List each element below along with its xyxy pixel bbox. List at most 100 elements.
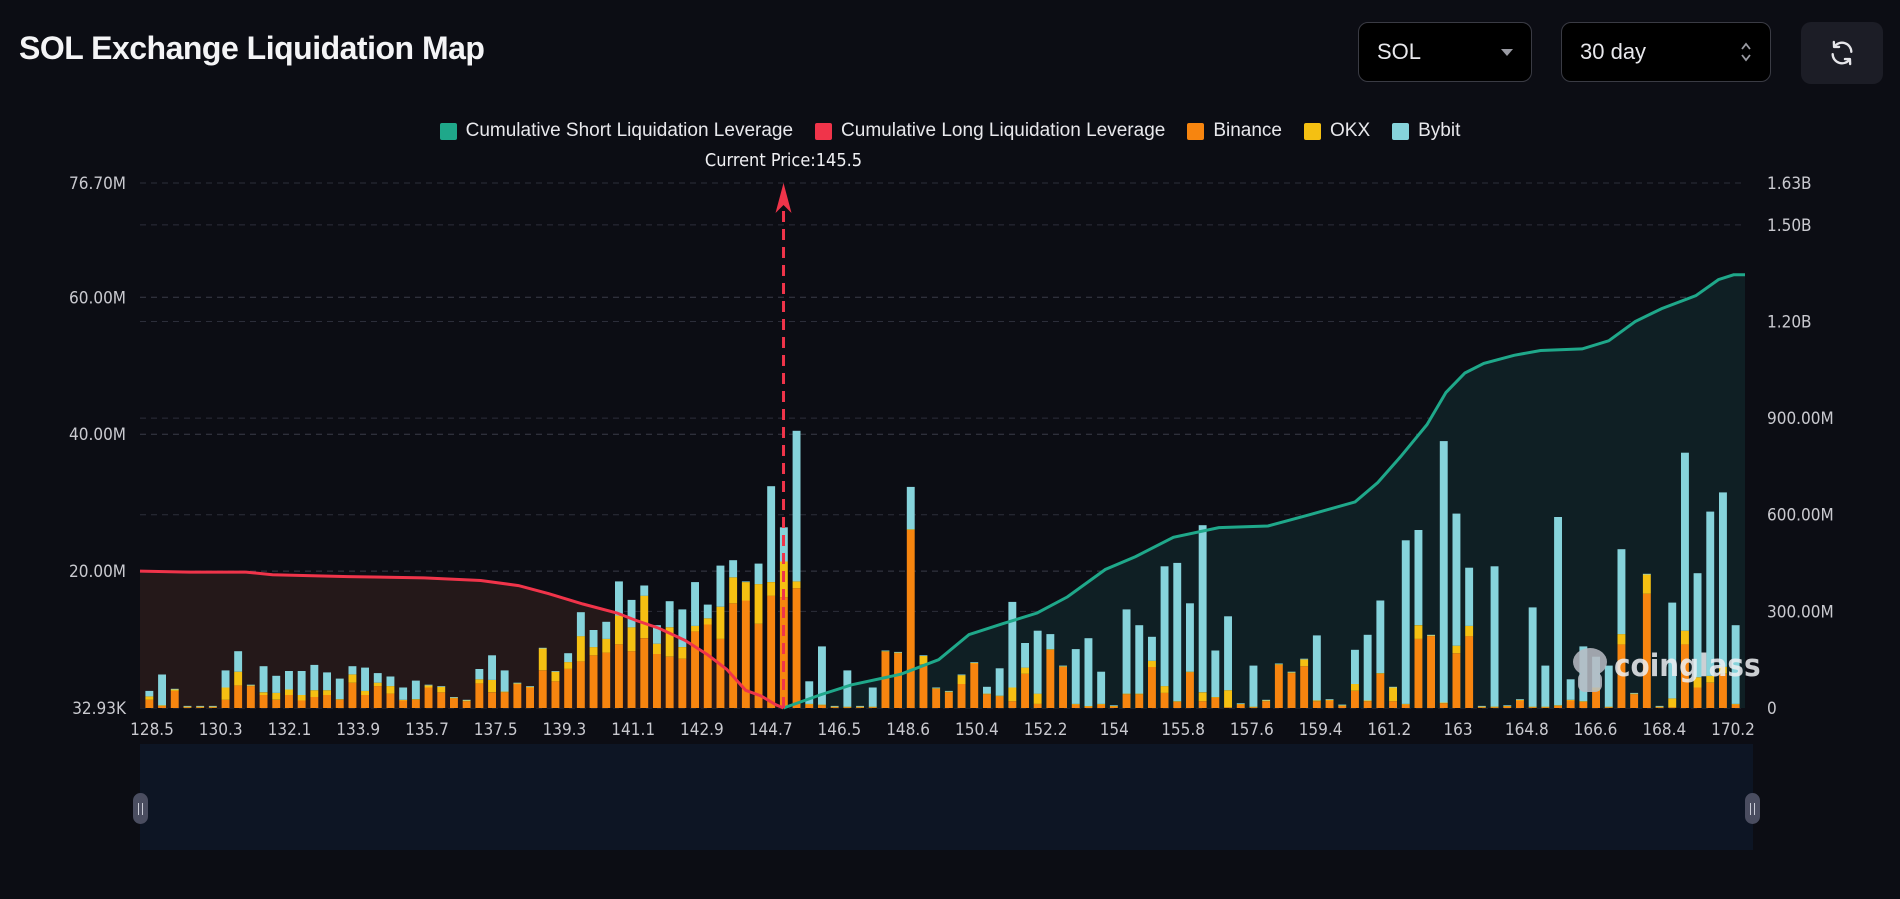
bar-binance	[1135, 694, 1144, 708]
legend-item-cumulative-long[interactable]: Cumulative Long Liquidation Leverage	[815, 120, 1165, 142]
bar-okx	[437, 686, 446, 693]
bar-bybit	[437, 686, 446, 687]
bar-binance	[1465, 636, 1474, 708]
bar-okx	[1731, 703, 1740, 705]
bar-okx	[1376, 673, 1385, 674]
legend-item-binance[interactable]: Binance	[1187, 120, 1282, 142]
bar-bybit	[678, 609, 687, 647]
bar-binance	[856, 707, 864, 708]
y-right-tick-label: 1.20B	[1767, 312, 1812, 332]
bar-binance	[1630, 694, 1639, 708]
bar-okx	[1414, 625, 1423, 639]
y-left-tick-label: 40.00M	[69, 425, 126, 445]
bar-bybit	[1528, 607, 1537, 707]
bar-bybit	[424, 684, 433, 686]
bar-okx	[1059, 666, 1067, 667]
bar-okx	[830, 706, 839, 708]
bar-bybit	[1224, 616, 1232, 691]
bar-binance	[1566, 700, 1575, 708]
x-tick-label: 152.2	[1024, 720, 1068, 740]
x-tick-label: 130.3	[199, 720, 243, 740]
bar-okx	[1262, 700, 1271, 702]
bar-okx	[703, 618, 712, 625]
bar-okx	[615, 615, 623, 645]
bar-binance	[754, 623, 763, 708]
bar-okx	[1706, 675, 1715, 683]
bar-binance	[665, 656, 674, 708]
bar-binance	[1287, 673, 1296, 708]
x-tick-label: 132.1	[268, 720, 312, 740]
bar-binance	[830, 707, 839, 708]
bar-okx	[285, 689, 293, 695]
refresh-button[interactable]	[1801, 22, 1883, 84]
bar-binance	[589, 655, 598, 708]
bar-binance	[653, 653, 661, 708]
bar-bybit	[373, 673, 382, 683]
range-start-handle[interactable]	[133, 793, 148, 824]
bar-bybit	[323, 672, 331, 691]
bar-binance	[1541, 707, 1550, 708]
bar-bybit	[843, 670, 852, 707]
grip-icon	[138, 802, 143, 815]
bar-binance	[323, 695, 331, 708]
bar-bybit	[272, 675, 281, 693]
bar-okx	[411, 699, 420, 700]
bar-okx	[1541, 706, 1550, 708]
x-tick-label: 146.5	[818, 720, 862, 740]
bar-bybit	[665, 601, 674, 628]
bar-okx	[856, 706, 864, 708]
refresh-icon	[1831, 40, 1853, 66]
bar-bybit	[932, 687, 941, 689]
bar-okx	[234, 671, 243, 686]
bar-binance	[196, 707, 205, 708]
period-select[interactable]: 30 day	[1561, 22, 1771, 82]
x-tick-label: 164.8	[1505, 720, 1549, 740]
bar-binance	[1401, 704, 1410, 708]
bar-bybit	[1566, 679, 1575, 700]
bar-okx	[475, 679, 484, 684]
bar-okx	[792, 581, 801, 589]
legend-label: Bybit	[1418, 120, 1461, 141]
range-slider[interactable]	[133, 744, 1760, 850]
legend-item-okx[interactable]: OKX	[1304, 120, 1370, 142]
bar-binance	[1439, 703, 1448, 708]
range-end-handle[interactable]	[1745, 793, 1760, 824]
bar-binance	[1477, 707, 1486, 708]
liquidation-chart[interactable]: 76.70M 60.00M 40.00M 20.00M 32.93K 1.63B 1.50B…	[0, 0, 1900, 740]
bar-binance	[1046, 649, 1055, 708]
bar-binance	[297, 700, 306, 708]
bar-binance	[145, 699, 154, 708]
bar-binance	[1148, 666, 1156, 708]
bar-binance	[234, 685, 243, 708]
bar-bybit	[919, 655, 928, 656]
y-left-tick-label: 76.70M	[69, 174, 126, 194]
x-tick-label: 155.8	[1161, 720, 1205, 740]
bar-okx	[767, 582, 776, 596]
bar-bybit	[1312, 635, 1321, 701]
bar-bybit	[881, 650, 890, 652]
bar-binance	[1554, 705, 1562, 708]
bar-okx	[246, 685, 255, 687]
legend-item-cumulative-short[interactable]: Cumulative Short Liquidation Leverage	[439, 120, 793, 142]
bar-bybit	[818, 646, 826, 705]
bar-binance	[944, 692, 953, 708]
bar-binance	[1516, 700, 1524, 708]
bar-binance	[1719, 673, 1727, 708]
bar-bybit	[361, 667, 369, 691]
bars	[145, 430, 1740, 708]
bar-binance	[1071, 704, 1080, 708]
logo-head	[1573, 648, 1607, 676]
bar-bybit	[1097, 671, 1106, 704]
bar-binance	[1351, 690, 1359, 708]
bar-okx	[158, 705, 166, 706]
bar-bybit	[513, 682, 522, 684]
legend-item-bybit[interactable]: Bybit	[1392, 120, 1460, 142]
bar-bybit	[1490, 566, 1499, 707]
bar-binance	[1033, 703, 1042, 708]
bar-binance	[1427, 636, 1435, 708]
bar-okx	[462, 700, 471, 702]
bar-bybit	[1642, 573, 1651, 575]
bar-bybit	[462, 699, 471, 701]
bar-bybit	[1059, 665, 1067, 667]
coin-select[interactable]: SOL	[1358, 22, 1532, 82]
